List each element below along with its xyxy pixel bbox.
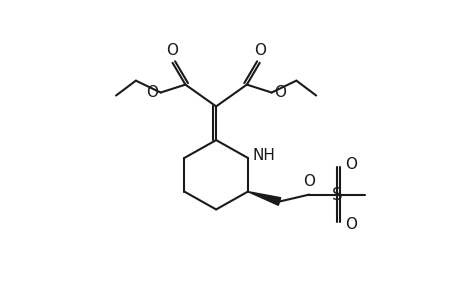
Text: S: S — [331, 186, 341, 204]
Text: O: O — [146, 85, 157, 100]
Text: O: O — [344, 158, 356, 172]
Text: O: O — [302, 174, 314, 189]
Text: NH: NH — [252, 148, 275, 164]
Text: O: O — [274, 85, 286, 100]
Polygon shape — [247, 192, 280, 205]
Text: O: O — [253, 43, 265, 58]
Text: O: O — [166, 43, 178, 58]
Text: O: O — [344, 217, 356, 232]
